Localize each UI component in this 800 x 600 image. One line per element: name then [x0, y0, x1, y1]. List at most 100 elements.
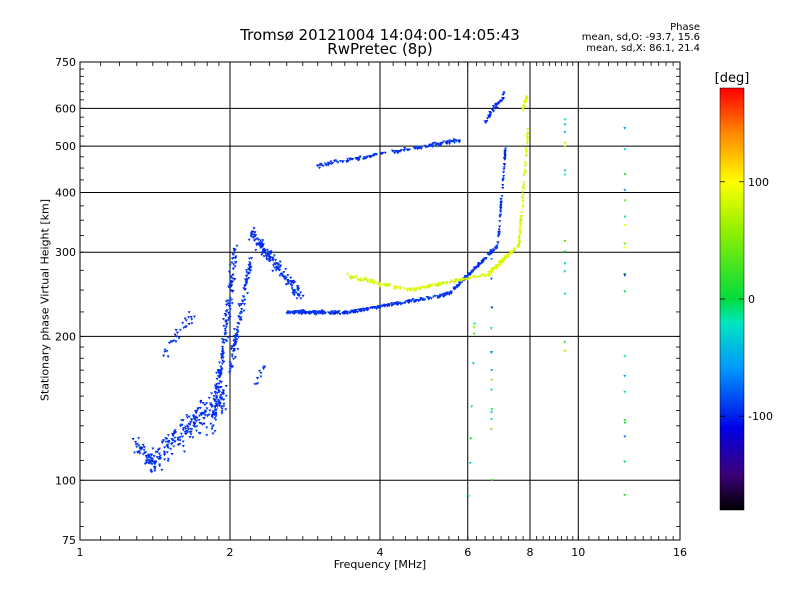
x-axis-label: Frequency [MHz]	[333, 558, 427, 571]
data-point-o	[176, 331, 180, 335]
data-point-o	[211, 413, 215, 417]
data-point-o	[159, 457, 163, 460]
data-point-o	[213, 408, 217, 412]
data-point-x	[358, 278, 362, 282]
data-point-o	[191, 436, 195, 439]
data-point-x	[518, 223, 522, 227]
data-point-scattered	[490, 257, 494, 261]
data-point-o	[210, 427, 214, 431]
data-point-o	[441, 293, 445, 296]
data-point-o	[193, 418, 197, 422]
data-point-x	[524, 149, 528, 152]
data-point-scattered	[468, 461, 472, 465]
data-point-o	[174, 431, 178, 434]
data-point-x	[420, 285, 424, 289]
data-point-o	[248, 262, 252, 266]
data-point-o	[263, 252, 267, 255]
data-point-x	[502, 258, 506, 261]
data-point-o	[395, 301, 399, 305]
phase-stats-x: mean, sd,X: 86.1, 21.4	[586, 43, 700, 54]
data-point-o	[141, 453, 145, 456]
data-point-o	[267, 259, 271, 263]
data-point-o	[271, 257, 275, 260]
data-point-o	[187, 415, 191, 419]
data-point-x	[350, 275, 354, 279]
data-point-o	[213, 417, 217, 420]
data-point-o	[433, 294, 437, 298]
data-point-o	[170, 438, 174, 442]
data-point-o	[494, 102, 498, 106]
data-point-o	[503, 150, 507, 153]
data-point-o	[245, 278, 249, 281]
data-point-o	[186, 428, 190, 431]
data-point-o	[296, 287, 300, 291]
data-point-o	[227, 302, 231, 305]
data-point-o	[491, 248, 495, 251]
data-point-o	[213, 400, 217, 403]
data-point-o	[260, 242, 264, 246]
data-point-o	[267, 250, 271, 254]
data-point-o	[243, 288, 247, 292]
data-point-x	[521, 197, 525, 200]
data-point-o	[251, 236, 255, 239]
data-point-o	[228, 264, 232, 268]
data-point-x	[453, 280, 457, 284]
data-point-o	[224, 320, 228, 324]
data-point-o	[211, 432, 215, 436]
data-point-o	[221, 341, 225, 344]
data-point-x	[510, 249, 514, 253]
data-point-o	[278, 264, 282, 267]
data-point-scattered	[623, 272, 627, 276]
data-point-o	[364, 156, 368, 160]
data-point-o	[408, 299, 412, 303]
data-point-o	[289, 280, 293, 283]
data-point-o	[201, 402, 205, 405]
data-point-o	[224, 408, 228, 411]
data-point-o	[157, 452, 161, 456]
x-tick-label: 4	[377, 546, 384, 559]
data-point-o	[272, 264, 276, 267]
data-point-x	[504, 255, 508, 259]
data-point-o	[472, 266, 476, 269]
data-point-o	[313, 310, 317, 313]
data-point-o	[245, 269, 249, 272]
data-point-o	[503, 154, 507, 157]
data-point-o	[223, 327, 227, 331]
data-point-x	[487, 272, 491, 276]
data-point-o	[393, 302, 397, 306]
data-point-o	[160, 441, 164, 445]
data-point-o	[321, 164, 325, 168]
data-point-x	[518, 236, 522, 240]
data-point-o	[165, 444, 169, 448]
data-point-o	[135, 445, 139, 449]
data-point-scattered	[490, 388, 494, 392]
data-point-o	[501, 187, 505, 190]
data-point-o	[214, 411, 218, 415]
data-point-o	[200, 412, 204, 415]
data-point-o	[243, 284, 247, 288]
data-point-x	[445, 282, 449, 286]
data-point-x	[518, 230, 522, 233]
data-point-x	[522, 184, 526, 187]
data-point-o	[232, 357, 236, 361]
data-point-o	[284, 267, 288, 271]
data-point-o	[319, 311, 323, 314]
data-point-x	[526, 136, 530, 140]
data-point-o	[290, 287, 294, 290]
data-point-o	[362, 309, 366, 313]
data-point-o	[203, 414, 207, 417]
data-point-o	[278, 268, 282, 272]
data-point-o	[165, 350, 169, 353]
data-point-o	[137, 444, 141, 447]
data-point-o	[303, 311, 307, 315]
data-point-o	[228, 368, 232, 371]
data-point-o	[255, 242, 259, 246]
data-point-o	[299, 297, 303, 300]
data-point-o	[231, 273, 235, 277]
data-point-x	[426, 286, 430, 289]
data-point-o	[150, 460, 154, 463]
data-point-o	[219, 393, 223, 397]
data-point-x	[519, 225, 523, 228]
data-point-o	[504, 147, 508, 151]
data-point-o	[239, 310, 243, 314]
